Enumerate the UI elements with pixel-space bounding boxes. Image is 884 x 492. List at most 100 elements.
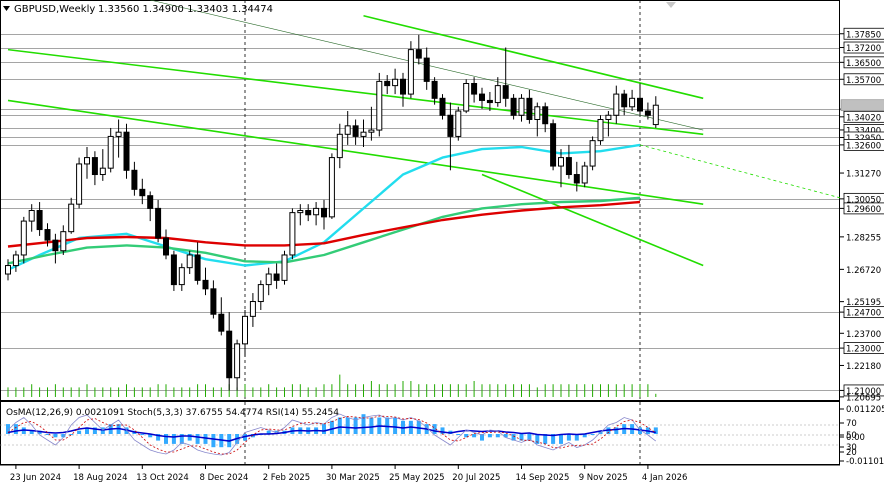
candle-body[interactable] bbox=[368, 129, 375, 133]
candle-body[interactable] bbox=[463, 83, 470, 112]
candle-body[interactable] bbox=[400, 78, 406, 95]
candle-body[interactable] bbox=[407, 49, 414, 95]
candle-body[interactable] bbox=[139, 188, 146, 197]
candle-body[interactable] bbox=[597, 118, 604, 142]
candle-body[interactable] bbox=[60, 231, 67, 252]
candle-body[interactable] bbox=[550, 123, 557, 167]
candle-body[interactable] bbox=[163, 237, 169, 256]
candle-body[interactable] bbox=[328, 157, 335, 218]
candle-body[interactable] bbox=[479, 93, 485, 101]
candle-body[interactable] bbox=[218, 313, 225, 332]
candle-body[interactable] bbox=[613, 93, 620, 116]
candle-body[interactable] bbox=[644, 110, 651, 116]
candle-body[interactable] bbox=[36, 210, 43, 231]
channel-line-upper[interactable] bbox=[363, 14, 704, 100]
price-axis-label: 1.22180 bbox=[846, 362, 881, 372]
candle-body[interactable] bbox=[257, 284, 264, 303]
candle-body[interactable] bbox=[28, 210, 35, 222]
candle-body[interactable] bbox=[510, 97, 517, 116]
rsi-line[interactable] bbox=[7, 425, 656, 442]
candle-body[interactable] bbox=[210, 288, 217, 315]
candle-body[interactable] bbox=[281, 254, 288, 281]
osma-bar bbox=[480, 434, 484, 441]
candle-body[interactable] bbox=[52, 239, 59, 252]
candle-body[interactable] bbox=[226, 330, 233, 379]
candle-body[interactable] bbox=[289, 212, 296, 256]
candle-body[interactable] bbox=[107, 135, 114, 169]
candle-body[interactable] bbox=[115, 131, 122, 137]
candle-body[interactable] bbox=[589, 140, 596, 167]
candle-body[interactable] bbox=[352, 125, 359, 137]
candle-body[interactable] bbox=[494, 85, 501, 104]
candle-body[interactable] bbox=[542, 106, 549, 125]
candle-body[interactable] bbox=[360, 131, 367, 137]
stoch-main-line[interactable] bbox=[7, 413, 657, 456]
candle-body[interactable] bbox=[431, 80, 438, 99]
candle-body[interactable] bbox=[99, 167, 106, 176]
candle-body[interactable] bbox=[242, 315, 248, 345]
candle-body[interactable] bbox=[447, 114, 454, 137]
candle-body[interactable] bbox=[147, 195, 154, 209]
price-axis-label: 1.36500 bbox=[846, 59, 881, 69]
candle-body[interactable] bbox=[534, 106, 541, 120]
candle-body[interactable] bbox=[502, 85, 509, 99]
candle-body[interactable] bbox=[313, 207, 320, 216]
candle-body[interactable] bbox=[20, 220, 27, 256]
candle-body[interactable] bbox=[581, 165, 588, 184]
candle-body[interactable] bbox=[131, 169, 138, 190]
candle-body[interactable] bbox=[518, 97, 525, 116]
channel-line-mid[interactable] bbox=[7, 99, 704, 205]
indicator-pane[interactable]: 0.011205 70 50 300.00 20-0.011015 bbox=[0, 401, 884, 468]
candle-body[interactable] bbox=[384, 80, 391, 87]
candle-body[interactable] bbox=[178, 267, 185, 286]
candle-body[interactable] bbox=[621, 93, 628, 108]
candle-body[interactable] bbox=[273, 273, 280, 281]
candle-body[interactable] bbox=[652, 104, 659, 126]
candle-body[interactable] bbox=[44, 229, 51, 241]
candle-body[interactable] bbox=[526, 97, 533, 120]
current-price-tag[interactable] bbox=[840, 99, 884, 112]
candle-body[interactable] bbox=[344, 125, 351, 135]
candle-body[interactable] bbox=[439, 97, 446, 116]
candle-body[interactable] bbox=[194, 254, 201, 281]
candle-body[interactable] bbox=[392, 78, 399, 87]
candle-body[interactable] bbox=[265, 273, 272, 286]
candle-body[interactable] bbox=[5, 265, 11, 275]
candle-body[interactable] bbox=[76, 163, 83, 205]
candle-body[interactable] bbox=[249, 301, 256, 317]
stoch-signal-line[interactable] bbox=[7, 415, 657, 455]
candle-body[interactable] bbox=[605, 114, 612, 120]
candle-body[interactable] bbox=[234, 343, 241, 379]
candle-body[interactable] bbox=[186, 254, 193, 269]
candle-body[interactable] bbox=[12, 254, 19, 267]
candle-body[interactable] bbox=[471, 83, 478, 95]
candle-body[interactable] bbox=[202, 279, 209, 290]
candle-body[interactable] bbox=[305, 210, 312, 216]
moving-average-slow[interactable] bbox=[7, 200, 641, 248]
candle-body[interactable] bbox=[573, 174, 580, 184]
candle-body[interactable] bbox=[155, 207, 162, 239]
candle-body[interactable] bbox=[629, 97, 636, 108]
candle-body[interactable] bbox=[455, 110, 462, 137]
candle-body[interactable] bbox=[91, 157, 98, 176]
candle-body[interactable] bbox=[565, 157, 572, 176]
candle-body[interactable] bbox=[423, 57, 430, 82]
candle-body[interactable] bbox=[123, 131, 130, 171]
candle-body[interactable] bbox=[637, 97, 643, 112]
candle-body[interactable] bbox=[336, 133, 343, 159]
moving-average-mid[interactable] bbox=[7, 196, 641, 265]
main-price-pane[interactable] bbox=[0, 0, 841, 464]
candle-body[interactable] bbox=[84, 157, 90, 165]
candle-body[interactable] bbox=[68, 203, 75, 233]
candle-body[interactable] bbox=[558, 157, 564, 167]
candle-body[interactable] bbox=[321, 207, 327, 218]
channel-line-lower[interactable] bbox=[481, 173, 704, 267]
channel-line-upper-mid[interactable] bbox=[7, 48, 704, 136]
candle-body[interactable] bbox=[297, 210, 304, 214]
candle-body[interactable] bbox=[170, 254, 177, 286]
candle-body[interactable] bbox=[376, 80, 383, 131]
candle-body[interactable] bbox=[415, 49, 422, 59]
collapse-triangle-icon[interactable] bbox=[3, 6, 10, 11]
candle-body[interactable] bbox=[486, 99, 493, 104]
scroll-marker-icon[interactable] bbox=[666, 2, 676, 8]
